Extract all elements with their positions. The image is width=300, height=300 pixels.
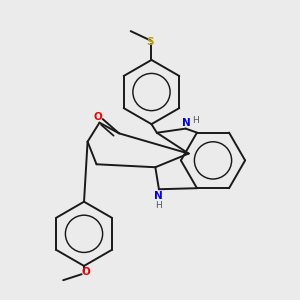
Text: S: S (146, 37, 154, 46)
Text: O: O (93, 112, 102, 122)
Text: N: N (182, 118, 191, 128)
Text: N: N (154, 191, 163, 201)
Text: O: O (81, 267, 90, 277)
Text: H: H (155, 201, 162, 210)
Text: H: H (192, 116, 199, 125)
